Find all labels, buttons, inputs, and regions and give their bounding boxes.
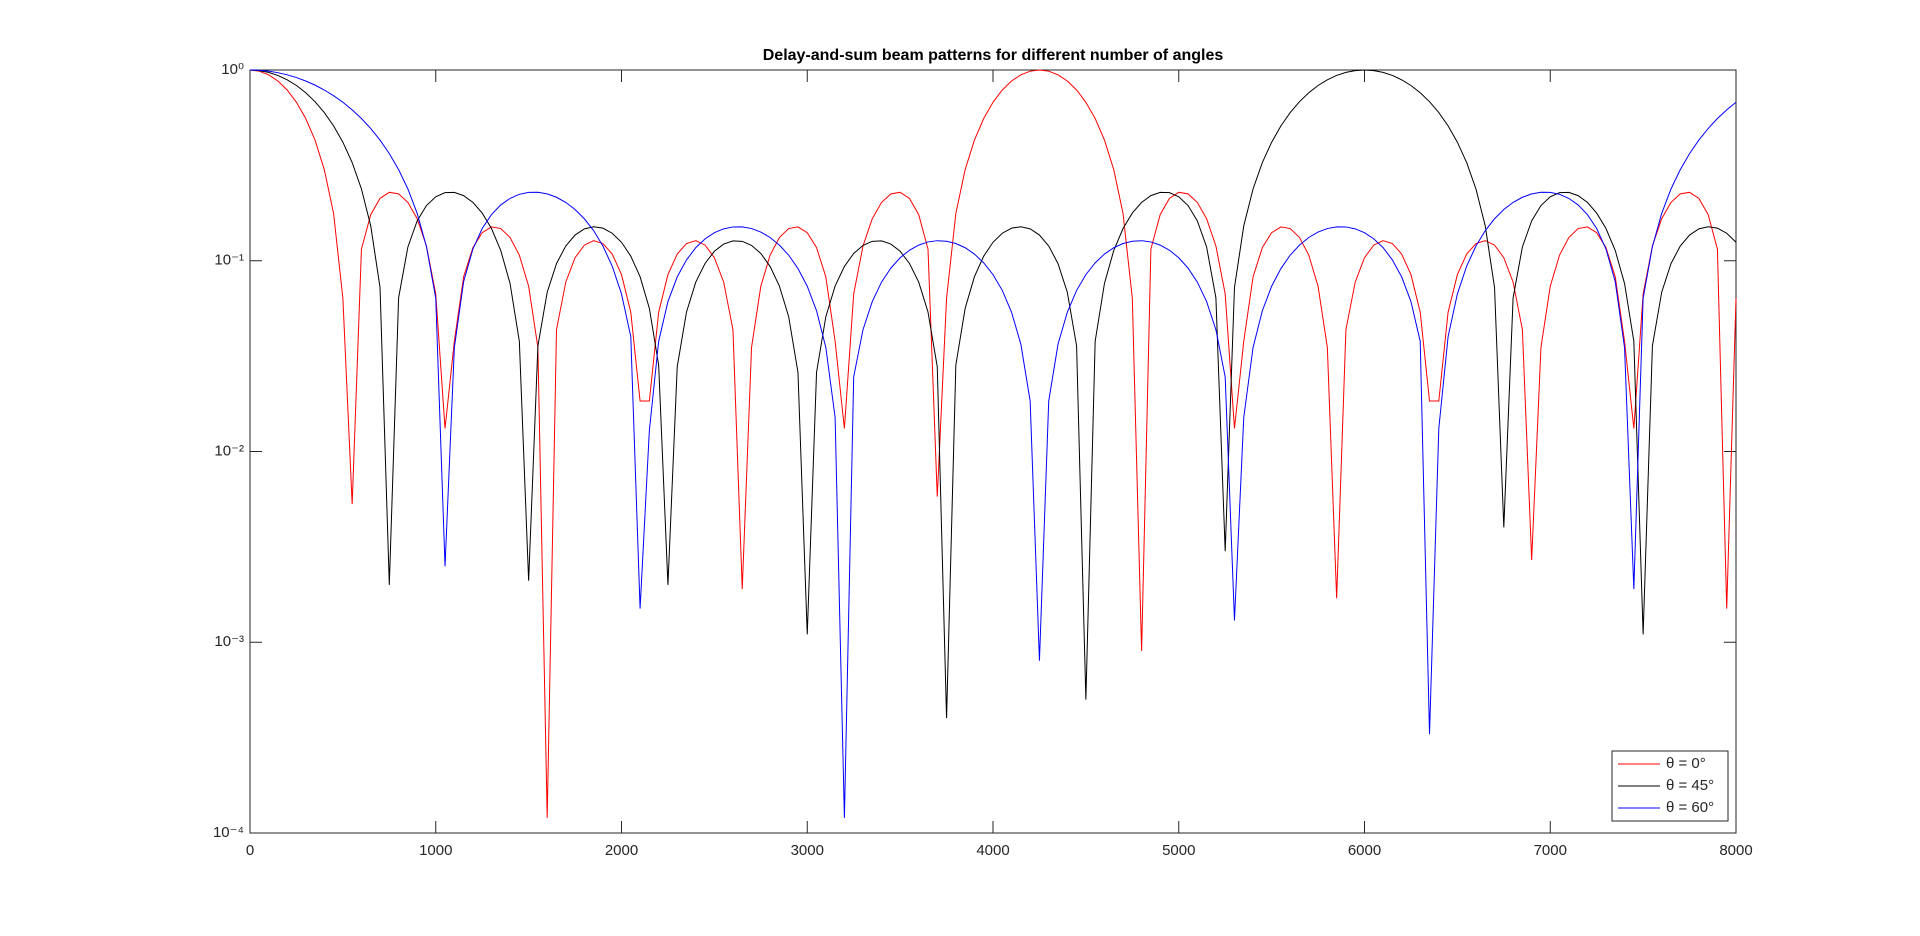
chart-title: Delay-and-sum beam patterns for differen…: [763, 47, 1224, 64]
y-tick-label: 10⁻¹: [214, 252, 244, 269]
x-tick-label: 3000: [791, 842, 824, 859]
legend-label: θ = 0°: [1666, 755, 1706, 772]
x-tick-label: 4000: [976, 842, 1009, 859]
legend-label: θ = 45°: [1666, 777, 1714, 794]
x-tick-label: 2000: [605, 842, 638, 859]
y-tick-label: 10⁰: [221, 61, 244, 78]
x-tick-label: 0: [246, 842, 254, 859]
data-line: [249, 69, 1737, 818]
data-line: [249, 69, 1737, 818]
legend-label: θ = 60°: [1666, 799, 1714, 816]
axes-box: [249, 69, 1737, 834]
x-tick-label: 6000: [1348, 842, 1381, 859]
x-tick-label: 7000: [1534, 842, 1567, 859]
y-tick-label: 10⁻²: [214, 442, 244, 459]
x-tick-label: 8000: [1719, 842, 1752, 859]
y-tick-label: 10⁻³: [214, 633, 244, 650]
x-tick-label: 5000: [1162, 842, 1195, 859]
data-line: [249, 69, 1737, 719]
x-tick-label: 1000: [419, 842, 452, 859]
y-tick-label: 10⁻⁴: [213, 824, 244, 841]
